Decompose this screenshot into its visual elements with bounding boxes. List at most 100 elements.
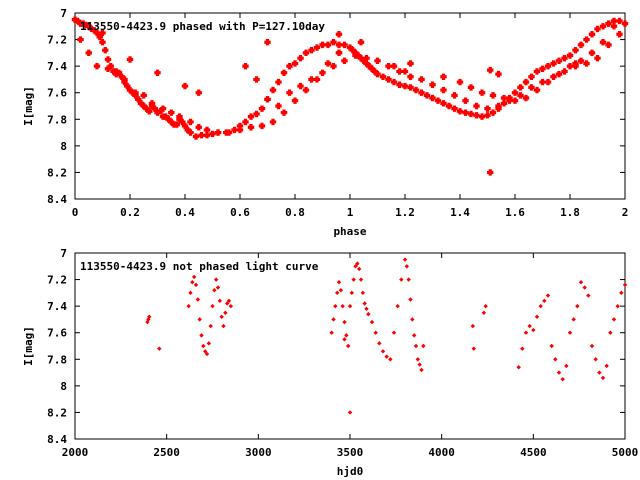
phased-data-point — [280, 109, 288, 116]
unphased-data-point — [571, 317, 576, 322]
phased-data-point — [93, 62, 101, 70]
unphased-data-point — [615, 303, 620, 309]
unphased-data-point — [147, 314, 152, 319]
phased-data-point — [610, 23, 618, 30]
unphased-data-point — [534, 314, 540, 319]
phased-data-point — [297, 82, 304, 90]
phased-data-point — [181, 82, 189, 90]
unphased-y-tick-label: 8.2 — [47, 406, 67, 419]
phased-data-point — [195, 124, 202, 131]
phased-data-point — [319, 41, 326, 49]
unphased-data-point — [545, 293, 551, 298]
unphased-data-point — [373, 330, 378, 335]
unphased-points — [145, 257, 628, 415]
phased-data-point — [352, 52, 359, 59]
phased-data-point — [566, 52, 574, 59]
phased-ticks: 0 0.2 0.4 0.6 0.8 1 1.2 1.4 1.6 1.8 2 7 7.2 7.4 7.6 7.8… — [47, 7, 628, 219]
unphased-data-point — [586, 293, 591, 298]
unphased-data-point — [593, 357, 598, 362]
phased-data-point — [154, 69, 161, 76]
phased-data-point — [462, 109, 469, 116]
phased-y-tick-label: 7.2 — [47, 34, 67, 47]
phased-data-point — [577, 57, 585, 65]
phased-data-point — [286, 62, 293, 70]
phased-data-point — [462, 97, 469, 104]
phased-x-tick-label: 2 — [622, 206, 629, 219]
phased-data-point — [269, 86, 277, 94]
unphased-x-tick-label: 3500 — [337, 446, 364, 459]
unphased-data-point — [413, 343, 419, 349]
unphased-data-point — [410, 317, 415, 322]
phased-data-point — [335, 49, 343, 57]
unphased-data-point — [575, 303, 580, 309]
phased-data-point — [187, 118, 194, 126]
unphased-data-point — [542, 298, 547, 304]
unphased-data-point — [527, 323, 532, 329]
phased-data-point — [544, 62, 552, 70]
phased-data-point — [264, 39, 271, 46]
phased-data-point — [418, 76, 425, 83]
phased-x-tick-label: 0 — [72, 206, 79, 219]
phased-panel: 0 0.2 0.4 0.6 0.8 1 1.2 1.4 1.6 1.8 2 7 7.2 7.4 7.6 7.8… — [22, 7, 628, 238]
phased-data-point — [401, 68, 409, 75]
phased-data-point — [500, 100, 508, 107]
phased-data-point — [572, 47, 579, 54]
unphased-data-point — [347, 303, 353, 309]
unphased-data-point — [360, 290, 366, 296]
phased-data-point — [605, 20, 612, 27]
unphased-data-point — [520, 346, 525, 351]
unphased-data-point — [206, 341, 212, 346]
phased-data-point — [209, 130, 216, 138]
unphased-data-point — [213, 277, 219, 282]
phased-data-point — [390, 78, 398, 86]
phased-data-point — [605, 41, 612, 49]
unphased-ticks: 2000 2500 3000 3500 4000 4500 5000 7 7.2 7.4 7.6 7.… — [47, 247, 638, 459]
unphased-data-point — [215, 285, 221, 290]
unphased-data-point — [597, 370, 602, 375]
phased-data-point — [555, 70, 563, 78]
phased-data-point — [451, 105, 458, 112]
phased-data-point — [264, 96, 271, 103]
unphased-data-point — [411, 333, 417, 338]
unphased-x-tick-label: 4500 — [520, 446, 547, 459]
unphased-data-point — [402, 257, 408, 262]
unphased-data-point — [193, 282, 199, 288]
phased-data-point — [214, 129, 222, 136]
phased-data-point — [489, 92, 497, 99]
phased-data-point — [396, 68, 403, 75]
unphased-data-point — [331, 317, 336, 322]
unphased-data-point — [333, 303, 338, 309]
phased-data-point — [225, 129, 233, 136]
phased-data-point — [456, 108, 464, 115]
unphased-x-tick-label: 4000 — [428, 446, 455, 459]
phased-data-point — [341, 41, 348, 49]
phased-data-point — [599, 23, 607, 30]
unphased-data-point — [351, 277, 356, 282]
phased-data-point — [203, 126, 211, 134]
phased-x-tick-label: 0.2 — [120, 206, 140, 219]
unphased-data-point — [364, 306, 369, 311]
unphased-data-point — [417, 362, 422, 367]
phased-y-tick-label: 7 — [60, 7, 67, 20]
phased-data-point — [104, 56, 112, 63]
phased-data-point — [236, 126, 244, 134]
phased-data-point — [357, 39, 365, 46]
unphased-data-point — [538, 303, 543, 309]
phased-data-point — [550, 73, 557, 80]
phased-data-point — [302, 86, 310, 94]
phased-y-axis-label: I[mag] — [22, 86, 35, 126]
phased-data-point — [445, 102, 453, 110]
phased-data-point — [561, 54, 568, 62]
phased-data-point — [550, 60, 557, 67]
phased-data-point — [478, 113, 486, 120]
unphased-x-tick-label: 3000 — [245, 446, 272, 459]
unphased-data-point — [199, 333, 204, 338]
unphased-y-tick-label: 7.6 — [47, 327, 67, 340]
phased-data-point — [242, 118, 249, 126]
phased-data-point — [335, 41, 343, 49]
phased-data-point — [467, 110, 475, 118]
phased-data-point — [77, 36, 84, 43]
phased-x-tick-label: 1.4 — [450, 206, 470, 219]
unphased-data-point — [336, 280, 342, 285]
unphased-data-point — [355, 261, 360, 266]
